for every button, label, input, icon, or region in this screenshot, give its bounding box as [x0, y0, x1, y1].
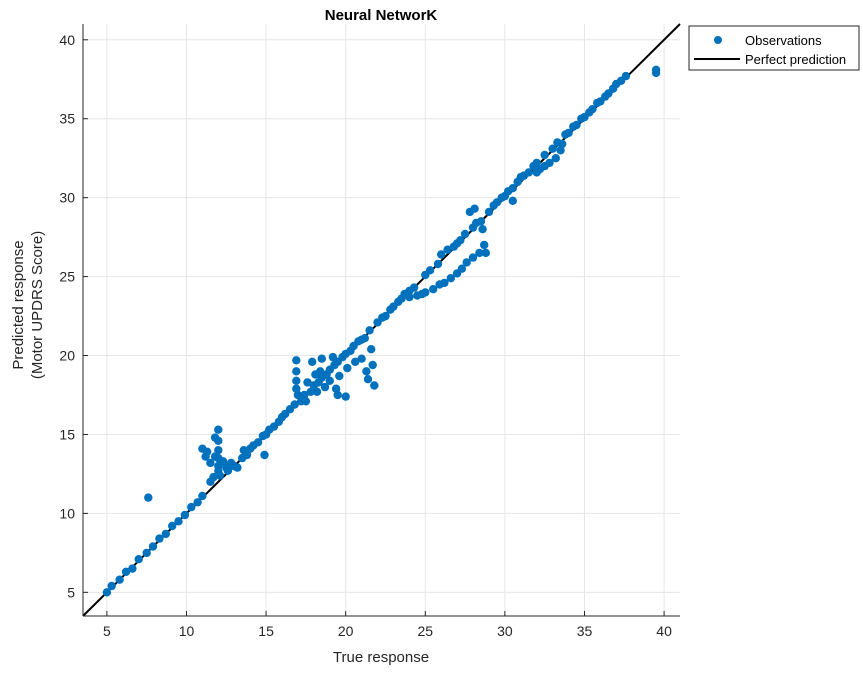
x-tick-label: 35 [577, 623, 593, 639]
observation-point [181, 511, 189, 519]
y-tick-label: 10 [59, 505, 75, 521]
observation-point [342, 392, 350, 400]
x-tick-label: 40 [656, 623, 672, 639]
x-tick-label: 30 [497, 623, 513, 639]
observation-point [364, 375, 372, 383]
observation-point [216, 471, 224, 479]
observation-point [214, 437, 222, 445]
observation-point [135, 555, 143, 563]
observation-point [509, 197, 517, 205]
observation-point [143, 549, 151, 557]
observation-point [292, 356, 300, 364]
observation-point [214, 426, 222, 434]
legend: Observations Perfect prediction [689, 26, 859, 70]
observation-point [361, 334, 369, 342]
observation-point [421, 288, 429, 296]
x-tick-label: 15 [258, 623, 274, 639]
legend-observations-label: Observations [745, 33, 822, 48]
observation-point [302, 397, 310, 405]
observation-point [482, 249, 490, 257]
observation-point [434, 260, 442, 268]
observation-point [367, 345, 375, 353]
observation-point [292, 367, 300, 375]
observation-point [233, 463, 241, 471]
observation-point [370, 381, 378, 389]
observation-point [214, 446, 222, 454]
legend-observations-marker [714, 36, 722, 44]
observation-point [203, 448, 211, 456]
observation-point [470, 205, 478, 213]
observation-point [480, 241, 488, 249]
observation-point [292, 377, 300, 385]
x-axis-label: True response [333, 649, 429, 666]
observation-point [313, 388, 321, 396]
chart-title: Neural NetworK [325, 7, 438, 24]
observation-point [426, 266, 434, 274]
observation-point [318, 355, 326, 363]
observation-point [326, 377, 334, 385]
observation-point [308, 358, 316, 366]
observation-point [552, 154, 560, 162]
y-axis-label-line1: Predicted response [10, 240, 27, 369]
observation-point [149, 542, 157, 550]
observation-point [108, 582, 116, 590]
observation-point [335, 372, 343, 380]
observation-point [461, 230, 469, 238]
observation-point [558, 140, 566, 148]
x-tick-label: 25 [417, 623, 433, 639]
observation-point [128, 564, 136, 572]
observation-point [541, 151, 549, 159]
legend-perfect-prediction-label: Perfect prediction [745, 52, 846, 67]
observation-point [334, 391, 342, 399]
observation-point [260, 451, 268, 459]
y-axis-label-line2: (Motor UPDRS Score) [29, 231, 46, 379]
y-tick-label: 25 [59, 269, 75, 285]
y-tick-label: 40 [59, 32, 75, 48]
y-tick-label: 30 [59, 190, 75, 206]
observation-point [365, 326, 373, 334]
observation-point [477, 217, 485, 225]
observation-point [410, 283, 418, 291]
observation-point [622, 72, 630, 80]
observation-point [162, 530, 170, 538]
observation-point [343, 364, 351, 372]
x-tick-label: 20 [338, 623, 354, 639]
y-tick-label: 35 [59, 111, 75, 127]
observation-point [478, 225, 486, 233]
observation-point [144, 493, 152, 501]
observation-point [652, 69, 660, 77]
observation-point [115, 576, 123, 584]
x-tick-label: 5 [103, 623, 111, 639]
observation-point [357, 355, 365, 363]
x-tick-label: 10 [179, 623, 195, 639]
y-tick-label: 5 [67, 584, 75, 600]
observation-point [198, 492, 206, 500]
y-tick-label: 20 [59, 348, 75, 364]
y-tick-label: 15 [59, 426, 75, 442]
observation-point [369, 361, 377, 369]
observation-point [362, 367, 370, 375]
observation-point [174, 517, 182, 525]
